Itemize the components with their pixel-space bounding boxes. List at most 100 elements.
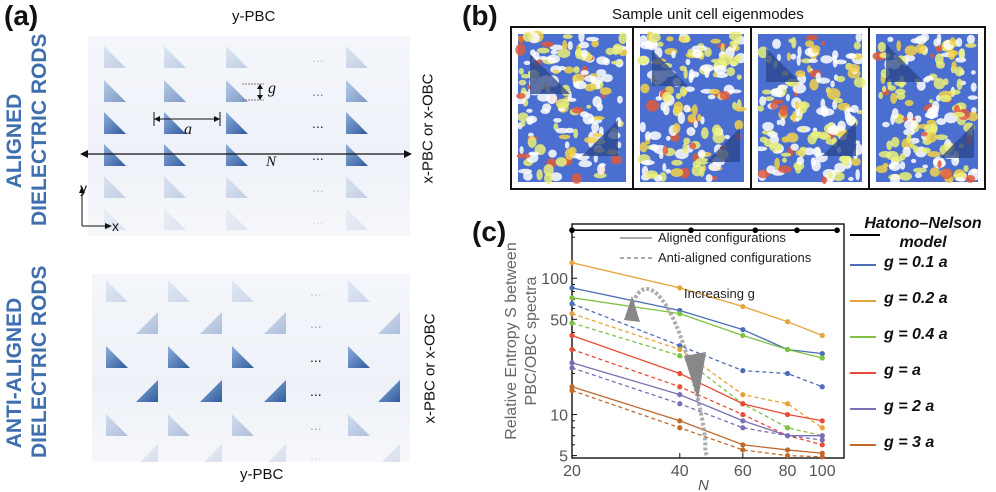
mode-speckle bbox=[788, 38, 794, 43]
mode-speckle bbox=[899, 83, 905, 88]
legend-label: g = 0.4 a bbox=[884, 326, 948, 343]
aligned-title: ALIGNED DIELECTRIC RODS bbox=[2, 33, 52, 226]
mode-speckle bbox=[693, 120, 699, 129]
mode-speckle bbox=[729, 40, 740, 47]
mode-speckle bbox=[610, 60, 623, 65]
mode-speckle bbox=[820, 98, 826, 110]
mode-speckle bbox=[886, 150, 899, 161]
hatano-nelson-point bbox=[569, 227, 575, 234]
mode-speckle bbox=[682, 142, 689, 155]
mode-speckle bbox=[855, 168, 860, 181]
mode-speckle bbox=[807, 133, 817, 145]
mode-speckle bbox=[772, 89, 778, 95]
mode-speckle bbox=[816, 77, 831, 84]
mode-speckle bbox=[665, 168, 672, 174]
mode-speckle bbox=[954, 66, 964, 77]
mode-speckle bbox=[887, 36, 894, 43]
series-point bbox=[740, 425, 746, 431]
series-point bbox=[740, 411, 746, 418]
aligned-rod bbox=[164, 46, 186, 68]
mode-speckle bbox=[855, 32, 863, 43]
series-point bbox=[819, 355, 825, 361]
mode-speckle bbox=[778, 104, 789, 117]
mode-speckle bbox=[566, 97, 577, 102]
mode-speckle bbox=[707, 94, 716, 100]
n-arrow bbox=[80, 150, 412, 158]
anti-rod bbox=[232, 414, 254, 436]
mode-speckle bbox=[898, 171, 913, 181]
mode-speckle bbox=[922, 164, 929, 169]
series-point bbox=[784, 370, 791, 377]
aligned-rod bbox=[104, 176, 126, 198]
mode-speckle bbox=[937, 160, 942, 169]
mode-speckle bbox=[805, 34, 818, 41]
a-arrow bbox=[153, 112, 221, 126]
mode-speckle bbox=[886, 140, 893, 151]
anti-aligned-title: ANTI-ALIGNED DIELECTRIC RODS bbox=[2, 265, 52, 458]
anti-ellipsis: ... bbox=[310, 447, 322, 462]
mode-speckle bbox=[518, 68, 525, 75]
anti-rod bbox=[200, 312, 222, 334]
mode-speckle bbox=[921, 147, 931, 154]
mode-speckle bbox=[662, 91, 672, 103]
eigenmode-strip bbox=[510, 26, 986, 190]
mode-speckle bbox=[776, 119, 781, 126]
mode-speckle bbox=[691, 104, 698, 116]
legend-swatch bbox=[850, 408, 876, 410]
panel-a-label: (a) bbox=[4, 0, 39, 31]
y-tick-label: 10 bbox=[550, 408, 568, 425]
anti-rod bbox=[232, 346, 254, 368]
anti-rod bbox=[348, 414, 370, 436]
mode-rod bbox=[886, 44, 924, 82]
anti-ellipsis: ... bbox=[310, 383, 322, 399]
legend-swatch bbox=[850, 444, 876, 446]
mode-speckle bbox=[792, 110, 797, 123]
mode-speckle bbox=[711, 124, 722, 136]
mode-speckle bbox=[778, 165, 792, 174]
mode-speckle bbox=[897, 113, 903, 120]
aligned-title-line2: DIELECTRIC RODS bbox=[28, 33, 51, 226]
mode-speckle bbox=[906, 111, 914, 122]
aligned-rod bbox=[226, 80, 248, 102]
mode-speckle bbox=[586, 104, 592, 109]
mode-speckle bbox=[550, 49, 558, 55]
anti-rod bbox=[264, 312, 286, 334]
mode-speckle bbox=[762, 121, 774, 131]
mode-speckle bbox=[705, 174, 713, 183]
series-point bbox=[819, 454, 825, 460]
mode-speckle bbox=[645, 170, 658, 179]
mode-speckle bbox=[687, 114, 697, 123]
mode-speckle bbox=[819, 133, 832, 141]
mode-speckle bbox=[841, 155, 849, 167]
mode-speckle bbox=[618, 32, 628, 44]
mode-rod bbox=[582, 120, 618, 156]
mode-speckle bbox=[971, 168, 978, 175]
mode-speckle bbox=[641, 160, 655, 166]
mode-speckle bbox=[881, 85, 887, 93]
anti-title-line1: ANTI-ALIGNED bbox=[3, 297, 26, 449]
series-point bbox=[819, 418, 825, 424]
mode-speckle bbox=[904, 119, 918, 131]
mode-speckle bbox=[761, 89, 772, 95]
mode-speckle bbox=[564, 141, 570, 149]
mode-speckle bbox=[970, 70, 976, 75]
anti-rod bbox=[200, 444, 222, 466]
mode-speckle bbox=[763, 138, 772, 147]
eigenmode-1 bbox=[512, 28, 634, 188]
mode-speckle bbox=[769, 142, 782, 152]
mode-speckle bbox=[700, 64, 714, 73]
increasing-g-annotation: Increasing g bbox=[684, 286, 755, 301]
mode-speckle bbox=[522, 31, 533, 42]
mode-speckle bbox=[836, 75, 846, 83]
mode-speckle bbox=[541, 41, 554, 48]
mode-speckle bbox=[912, 145, 919, 154]
series-point bbox=[569, 346, 575, 353]
mode-speckle bbox=[558, 134, 571, 140]
mode-speckle bbox=[810, 45, 821, 54]
mode-speckle bbox=[904, 99, 914, 107]
mode-speckle bbox=[911, 158, 917, 164]
series-point bbox=[569, 301, 575, 307]
mode-speckle bbox=[544, 172, 553, 185]
mode-speckle bbox=[673, 101, 684, 114]
panel-b-title: Sample unit cell eigenmodes bbox=[612, 6, 804, 23]
